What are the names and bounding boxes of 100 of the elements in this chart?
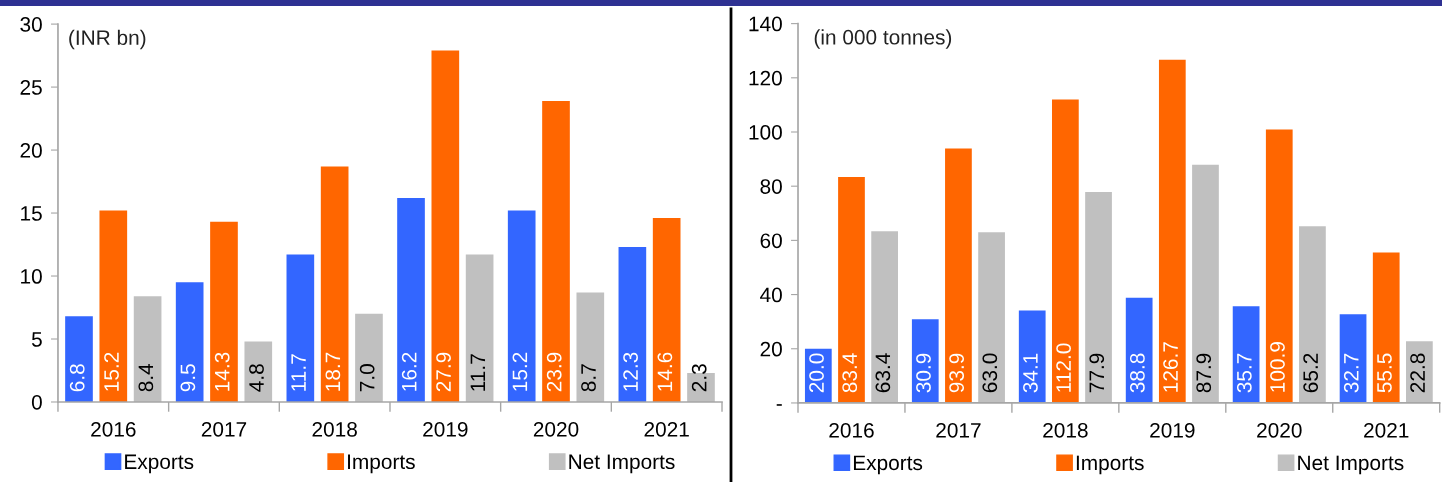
data-label: 11.7 bbox=[470, 354, 486, 391]
y-tick-label: 100 bbox=[749, 125, 782, 140]
data-label: 20.0 bbox=[809, 353, 824, 393]
y-tick-label: 10 bbox=[21, 269, 42, 284]
bar bbox=[871, 231, 898, 403]
data-label: 15.2 bbox=[512, 352, 528, 391]
bar bbox=[465, 254, 494, 402]
annotation: (in 000 tonnes) bbox=[814, 29, 952, 49]
data-label: 11.7 bbox=[291, 354, 306, 391]
data-label: 14.3 bbox=[214, 352, 230, 391]
data-label: 100.9 bbox=[1270, 342, 1285, 392]
x-tick-label: 2019 bbox=[1150, 422, 1195, 438]
bar bbox=[1339, 314, 1367, 403]
x-tick-label: 2017 bbox=[936, 422, 981, 438]
bar bbox=[1232, 306, 1260, 403]
bar bbox=[1052, 99, 1079, 403]
x-tick-label: 2018 bbox=[1043, 422, 1088, 438]
bar bbox=[978, 232, 1005, 403]
legend-label: Exports bbox=[853, 455, 923, 475]
data-label: 38.8 bbox=[1130, 353, 1145, 393]
bar bbox=[618, 247, 647, 402]
y-tick-label: 80 bbox=[760, 179, 782, 194]
bar bbox=[945, 148, 972, 403]
data-label: 8.7 bbox=[581, 364, 596, 392]
bar bbox=[576, 292, 605, 402]
bar bbox=[1192, 164, 1219, 403]
y-tick-label: - bbox=[776, 404, 782, 406]
bar bbox=[911, 319, 939, 403]
bar bbox=[210, 221, 238, 402]
y-tick-label: 30 bbox=[20, 17, 42, 32]
bar bbox=[838, 176, 865, 403]
bar bbox=[133, 296, 162, 402]
data-label: 4.8 bbox=[249, 364, 264, 392]
y-tick-label: 0 bbox=[31, 394, 42, 410]
y-tick-label: 60 bbox=[760, 233, 782, 249]
data-label: 32.7 bbox=[1343, 353, 1359, 393]
x-tick-label: 2016 bbox=[91, 421, 136, 437]
legend-label: Net Imports bbox=[569, 454, 675, 474]
data-label: 63.0 bbox=[982, 353, 998, 393]
data-label: 12.3 bbox=[623, 352, 638, 391]
data-label: 14.6 bbox=[657, 352, 673, 391]
bar bbox=[1085, 191, 1112, 403]
bar bbox=[244, 341, 273, 402]
legend-label: Imports bbox=[1076, 455, 1144, 475]
bar bbox=[65, 316, 93, 402]
y-tick-label: 140 bbox=[749, 16, 782, 32]
data-label: 63.4 bbox=[875, 353, 891, 393]
data-label: 2.3 bbox=[691, 364, 707, 392]
data-label: 27.9 bbox=[436, 352, 451, 392]
bar bbox=[1158, 59, 1186, 403]
legend-label: Imports bbox=[348, 454, 415, 474]
data-label: 6.8 bbox=[69, 364, 85, 392]
data-label: 15.2 bbox=[104, 352, 119, 391]
y-tick-label: 20 bbox=[760, 341, 782, 357]
bar bbox=[431, 50, 460, 402]
bar bbox=[1018, 310, 1046, 403]
data-label: 9.5 bbox=[180, 364, 196, 392]
data-label: 7.0 bbox=[359, 364, 375, 392]
bar bbox=[542, 100, 570, 402]
data-label: 23.9 bbox=[546, 352, 562, 392]
data-label: 8.4 bbox=[138, 363, 154, 392]
x-tick-label: 2021 bbox=[1364, 422, 1409, 438]
data-label: 30.9 bbox=[916, 353, 931, 393]
x-tick-label: 2020 bbox=[1257, 422, 1302, 438]
x-tick-label: 2018 bbox=[312, 421, 357, 437]
y-tick-label: 25 bbox=[20, 80, 42, 95]
bar bbox=[1125, 297, 1153, 403]
data-label: 55.5 bbox=[1377, 353, 1392, 393]
x-tick-label: 2019 bbox=[423, 421, 468, 437]
x-tick-label: 2017 bbox=[201, 421, 247, 437]
bar bbox=[175, 282, 204, 402]
data-label: 16.2 bbox=[401, 352, 417, 391]
x-tick-label: 2020 bbox=[533, 421, 579, 437]
bar bbox=[1372, 252, 1400, 403]
data-label: 93.9 bbox=[949, 353, 965, 393]
data-label: 34.1 bbox=[1023, 353, 1038, 393]
bar bbox=[99, 210, 128, 402]
y-tick-label: 5 bbox=[31, 332, 42, 347]
y-tick-label: 40 bbox=[760, 287, 782, 303]
data-label: 87.9 bbox=[1196, 353, 1212, 393]
data-label: 18.7 bbox=[325, 352, 341, 391]
data-label: 22.8 bbox=[1410, 353, 1425, 393]
bar bbox=[652, 218, 681, 402]
data-label: 112.0 bbox=[1056, 343, 1071, 392]
bar bbox=[1299, 226, 1326, 403]
data-label: 65.2 bbox=[1303, 353, 1319, 393]
bar bbox=[286, 254, 315, 402]
bar bbox=[320, 166, 349, 402]
y-tick-label: 20 bbox=[20, 143, 42, 158]
bar bbox=[1265, 129, 1293, 403]
legend-label: Net Imports bbox=[1298, 455, 1404, 475]
y-tick-label: 15 bbox=[21, 206, 42, 221]
data-label: 83.4 bbox=[842, 353, 858, 393]
data-label: 126.7 bbox=[1163, 342, 1178, 392]
bar bbox=[355, 313, 383, 402]
annotation: (INR bn) bbox=[69, 29, 146, 50]
legend-label: Exports bbox=[125, 454, 194, 474]
bar bbox=[397, 197, 425, 402]
y-tick-label: 120 bbox=[749, 70, 782, 86]
x-tick-label: 2021 bbox=[644, 421, 689, 437]
